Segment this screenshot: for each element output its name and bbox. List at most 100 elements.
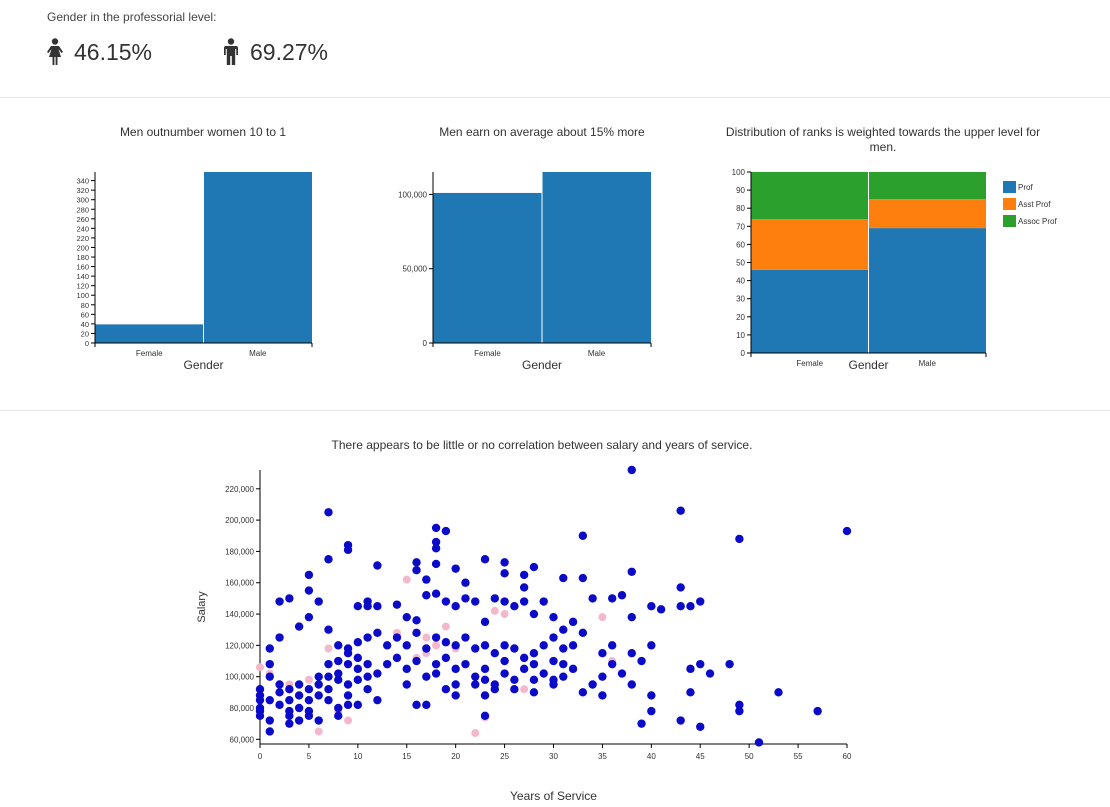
scatter-x-tick-label: 45	[696, 752, 705, 761]
scatter-point-male	[608, 659, 617, 669]
scatter-point-male	[774, 688, 783, 697]
scatter-point-female	[314, 727, 323, 736]
scatter-point-male	[353, 675, 363, 685]
scatter-point-male	[431, 537, 441, 547]
count-y-tick-label: 40	[81, 320, 89, 329]
rank-bar-female-assoc-prof	[751, 172, 868, 220]
scatter-point-female	[304, 675, 313, 684]
scatter-y-tick-label: 180,000	[225, 547, 254, 556]
scatter-x-tick-label: 40	[647, 752, 656, 761]
scatter-y-tick-label: 60,000	[230, 735, 255, 744]
scatter-point-male	[324, 508, 333, 517]
rank-y-tick-label: 60	[736, 240, 745, 249]
count-bar-male	[204, 172, 312, 343]
rank-chart-title: Distribution of ranks is weighted toward…	[725, 125, 1041, 154]
scatter-point-male	[725, 659, 734, 669]
scatter-point-female	[324, 644, 333, 653]
salary-y-tick-label: 100,000	[398, 190, 427, 199]
scatter-point-male	[500, 656, 509, 666]
scatter-point-male	[559, 659, 568, 669]
scatter-point-male	[471, 672, 480, 681]
scatter-point-male	[500, 558, 509, 567]
scatter-point-male	[735, 706, 744, 716]
scatter-y-tick-label: 120,000	[225, 641, 254, 650]
male-percentage: 69.27%	[250, 38, 329, 65]
rank-y-tick-label: 20	[736, 313, 745, 322]
scatter-point-male	[422, 672, 431, 681]
scatter-point-female	[441, 622, 450, 631]
scatter-point-male	[559, 625, 568, 634]
salary-bar-female	[433, 192, 542, 343]
scatter-point-male	[353, 602, 363, 611]
count-y-tick-label: 280	[76, 205, 89, 214]
scatter-point-male	[422, 644, 431, 653]
scatter-point-male	[285, 695, 294, 705]
scatter-point-male	[343, 545, 353, 555]
scatter-point-male	[500, 641, 509, 650]
scatter-point-male	[647, 641, 656, 650]
scatter-point-male	[285, 594, 294, 603]
scatter-point-male	[754, 738, 764, 747]
scatter-point-male	[363, 685, 372, 694]
scatter-point-male	[529, 609, 539, 619]
count-y-tick-label: 240	[76, 224, 89, 233]
scatter-point-male	[363, 602, 372, 611]
scatter-point-male	[568, 664, 578, 674]
scatter-point-male	[451, 691, 460, 700]
scatter-point-male	[510, 644, 519, 653]
scatter-point-male	[402, 680, 411, 689]
scatter-point-male	[353, 638, 363, 647]
male-person-icon	[224, 38, 238, 65]
scatter-point-male	[324, 659, 333, 669]
scatter-point-male	[696, 659, 705, 669]
scatter-point-male	[265, 695, 274, 705]
count-y-tick-label: 260	[76, 215, 89, 224]
scatter-point-female	[471, 729, 480, 738]
scatter-point-male	[275, 688, 284, 697]
scatter-point-male	[392, 653, 402, 663]
scatter-point-male	[422, 575, 431, 584]
scatter-point-male	[559, 644, 568, 653]
scatter-point-male	[334, 641, 343, 650]
count-y-tick-label: 20	[81, 329, 89, 338]
count-y-tick-label: 160	[76, 263, 89, 272]
scatter-point-male	[265, 716, 274, 725]
scatter-point-male	[275, 597, 284, 606]
scatter-point-male	[373, 628, 382, 638]
scatter-point-male	[314, 691, 323, 700]
male-stat: 69.27%	[222, 38, 328, 66]
scatter-point-male	[578, 531, 588, 540]
scatter-point-female	[402, 575, 411, 584]
scatter-point-male	[500, 597, 509, 606]
female-person-icon	[47, 38, 63, 65]
scatter-point-male	[549, 656, 558, 666]
scatter-point-male	[402, 641, 411, 650]
scatter-y-tick-label: 160,000	[225, 579, 254, 588]
scatter-point-male	[334, 669, 343, 678]
scatter-point-male	[480, 691, 490, 700]
scatter-point-male	[412, 566, 421, 575]
scatter-point-male	[412, 616, 421, 625]
scatter-point-female	[256, 663, 264, 672]
scatter-point-male	[314, 680, 323, 689]
scatter-point-male	[471, 597, 480, 606]
rank-y-tick-label: 80	[736, 204, 745, 213]
scatter-point-male	[431, 523, 441, 533]
rank-bar-female-prof	[751, 269, 868, 353]
scatter-point-male	[334, 656, 343, 666]
scatter-point-male	[598, 691, 607, 700]
scatter-point-male	[441, 653, 451, 663]
scatter-point-male	[451, 680, 460, 689]
scatter-point-male	[363, 633, 372, 642]
scatter-point-male	[510, 685, 519, 694]
scatter-point-male	[343, 648, 353, 658]
scatter-point-male	[490, 594, 499, 603]
count-y-tick-label: 180	[76, 253, 89, 262]
scatter-point-male	[392, 600, 402, 609]
scatter-point-male	[265, 659, 274, 669]
scatter-point-male	[402, 664, 411, 674]
scatter-point-male	[588, 680, 597, 689]
count-y-tick-label: 200	[76, 243, 89, 252]
scatter-y-tick-label: 80,000	[230, 704, 255, 713]
scatter-point-male	[451, 641, 460, 650]
